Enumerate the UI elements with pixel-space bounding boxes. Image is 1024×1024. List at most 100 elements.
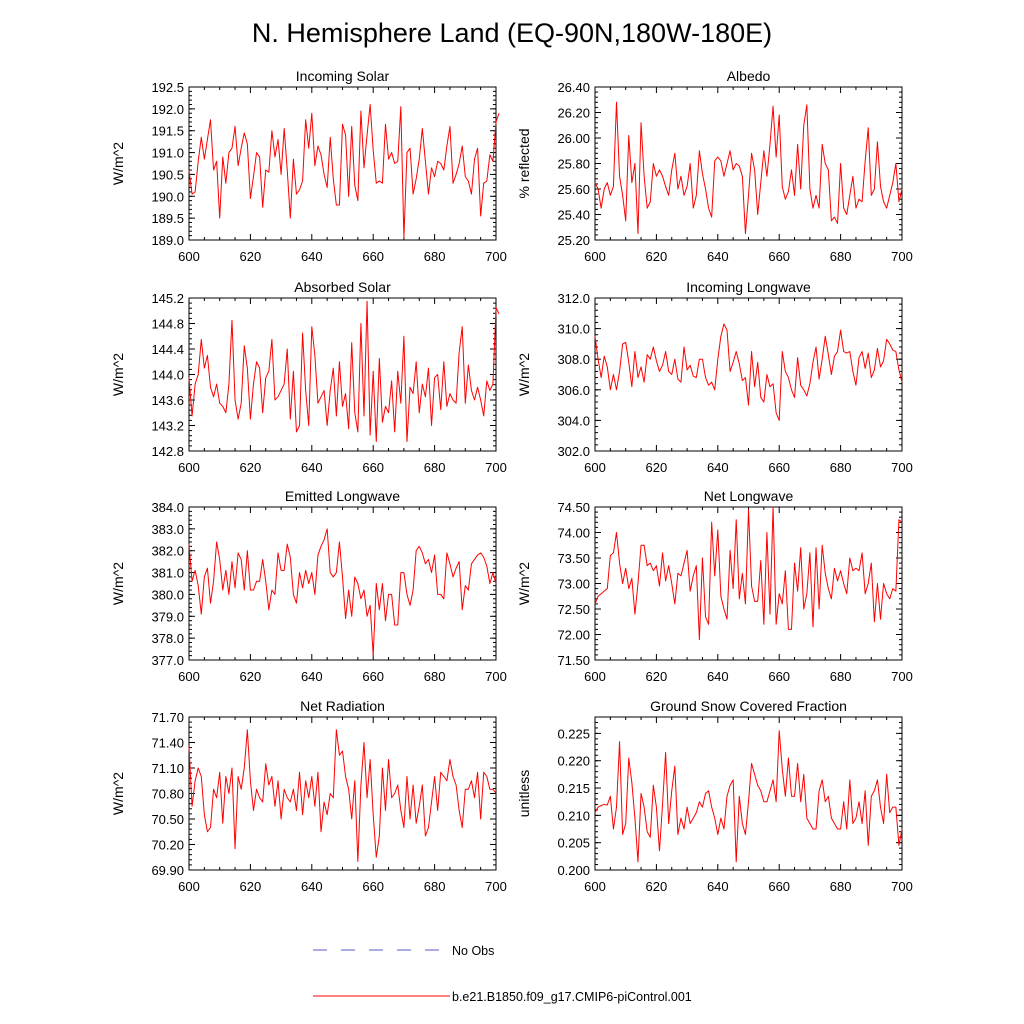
x-tick-label: 640 <box>301 669 323 684</box>
x-tick-label: 660 <box>362 460 384 475</box>
series-line <box>188 729 497 862</box>
y-tick-label: 71.10 <box>151 761 184 776</box>
chart-panel: Albedo % reflected 600 620 640 660 680 700 25.20… <box>516 68 913 264</box>
y-tick-label: 0.225 <box>557 726 590 741</box>
x-tick-label: 700 <box>891 249 913 264</box>
x-tick-label: 700 <box>485 669 507 684</box>
y-axis-label: % reflected <box>516 128 532 198</box>
y-tick-label: 70.20 <box>151 838 184 853</box>
x-tick-label: 680 <box>424 460 446 475</box>
chart-panel: Incoming Solar W/m^2 600 620 640 660 680 700 189… <box>110 68 507 264</box>
y-tick-label: 26.00 <box>557 131 590 146</box>
x-tick-label: 660 <box>362 249 384 264</box>
chart-title: Net Longwave <box>704 488 794 504</box>
panels: Incoming Solar W/m^2 600 620 640 660 680 700 189… <box>110 68 913 894</box>
chart-panel: Net Radiation W/m^2 600 620 640 660 680 700 69.9… <box>110 698 507 894</box>
x-tick-label: 640 <box>301 460 323 475</box>
series-line <box>188 528 497 657</box>
y-tick-label: 192.0 <box>151 102 184 117</box>
legend-model-label: b.e21.B1850.f09_g17.CMIP6-piControl.001 <box>452 990 692 1004</box>
y-tick-label: 0.220 <box>557 754 590 769</box>
chart-panel: Emitted Longwave W/m^2 600 620 640 660 680 700 3… <box>110 488 507 684</box>
x-tick-label: 640 <box>707 249 729 264</box>
x-tick-label: 680 <box>830 249 852 264</box>
x-tick-label: 680 <box>830 669 852 684</box>
y-tick-label: 308.0 <box>557 352 590 367</box>
figure-title: N. Hemisphere Land (EQ-90N,180W-180E) <box>252 18 772 48</box>
y-tick-label: 0.215 <box>557 781 590 796</box>
y-tick-label: 306.0 <box>557 383 590 398</box>
plot-frame <box>188 297 497 452</box>
series-line <box>594 506 903 641</box>
chart-title: Ground Snow Covered Fraction <box>650 698 847 714</box>
y-tick-label: 0.205 <box>557 836 590 851</box>
series-line <box>594 323 903 421</box>
plot-frame <box>594 86 903 241</box>
y-tick-label: 382.0 <box>151 544 184 559</box>
legend-obs-label: No Obs <box>452 944 494 958</box>
x-tick-label: 700 <box>891 669 913 684</box>
y-tick-label: 72.50 <box>557 602 590 617</box>
x-tick-label: 620 <box>646 879 668 894</box>
y-tick-label: 380.0 <box>151 587 184 602</box>
x-tick-label: 660 <box>768 460 790 475</box>
x-tick-label: 680 <box>830 879 852 894</box>
x-tick-label: 660 <box>768 249 790 264</box>
x-tick-label: 640 <box>301 879 323 894</box>
x-tick-label: 680 <box>424 669 446 684</box>
y-tick-label: 26.40 <box>557 80 590 95</box>
y-tick-label: 312.0 <box>557 291 590 306</box>
x-tick-label: 620 <box>240 460 262 475</box>
chart-title: Emitted Longwave <box>285 488 400 504</box>
chart-panel: Net Longwave W/m^2 600 620 640 660 680 700 71.50… <box>516 488 913 684</box>
y-tick-label: 74.50 <box>557 500 590 515</box>
plot-frame <box>594 297 903 452</box>
y-tick-label: 144.0 <box>151 368 184 383</box>
chart-panel: Absorbed Solar W/m^2 600 620 640 660 680 700 142… <box>110 279 507 475</box>
x-tick-label: 600 <box>178 249 200 264</box>
y-tick-label: 71.40 <box>151 736 184 751</box>
y-tick-label: 378.0 <box>151 631 184 646</box>
x-tick-label: 600 <box>584 249 606 264</box>
y-axis-label: W/m^2 <box>110 772 126 815</box>
x-tick-label: 640 <box>707 669 729 684</box>
x-tick-label: 620 <box>646 460 668 475</box>
x-tick-label: 620 <box>240 879 262 894</box>
y-tick-label: 304.0 <box>557 413 590 428</box>
y-tick-label: 190.0 <box>151 189 184 204</box>
chart-panel: Ground Snow Covered Fraction unitless 600 6… <box>516 698 913 894</box>
y-tick-label: 143.6 <box>151 393 184 408</box>
y-tick-label: 0.210 <box>557 808 590 823</box>
x-tick-label: 620 <box>240 249 262 264</box>
y-tick-label: 143.2 <box>151 419 184 434</box>
y-tick-label: 192.5 <box>151 80 184 95</box>
y-tick-label: 144.8 <box>151 317 184 332</box>
x-tick-label: 680 <box>424 249 446 264</box>
x-tick-label: 700 <box>485 460 507 475</box>
y-tick-label: 25.60 <box>557 182 590 197</box>
y-tick-label: 383.0 <box>151 522 184 537</box>
y-tick-label: 25.40 <box>557 208 590 223</box>
x-tick-label: 640 <box>301 249 323 264</box>
y-tick-label: 71.50 <box>557 653 590 668</box>
y-tick-label: 384.0 <box>151 500 184 515</box>
y-tick-label: 25.80 <box>557 157 590 172</box>
y-axis-label: unitless <box>516 770 532 817</box>
plot-frame <box>594 506 903 661</box>
y-tick-label: 70.80 <box>151 787 184 802</box>
series-line <box>594 730 903 863</box>
y-tick-label: 191.0 <box>151 146 184 161</box>
x-tick-label: 640 <box>707 460 729 475</box>
x-tick-label: 680 <box>830 460 852 475</box>
x-tick-label: 620 <box>646 669 668 684</box>
y-axis-label: W/m^2 <box>110 562 126 605</box>
chart-title: Incoming Solar <box>296 68 390 84</box>
y-tick-label: 73.50 <box>557 551 590 566</box>
y-tick-label: 302.0 <box>557 444 590 459</box>
x-tick-label: 660 <box>362 879 384 894</box>
y-tick-label: 69.90 <box>151 863 184 878</box>
y-tick-label: 189.0 <box>151 233 184 248</box>
y-tick-label: 25.20 <box>557 233 590 248</box>
y-tick-label: 310.0 <box>557 322 590 337</box>
